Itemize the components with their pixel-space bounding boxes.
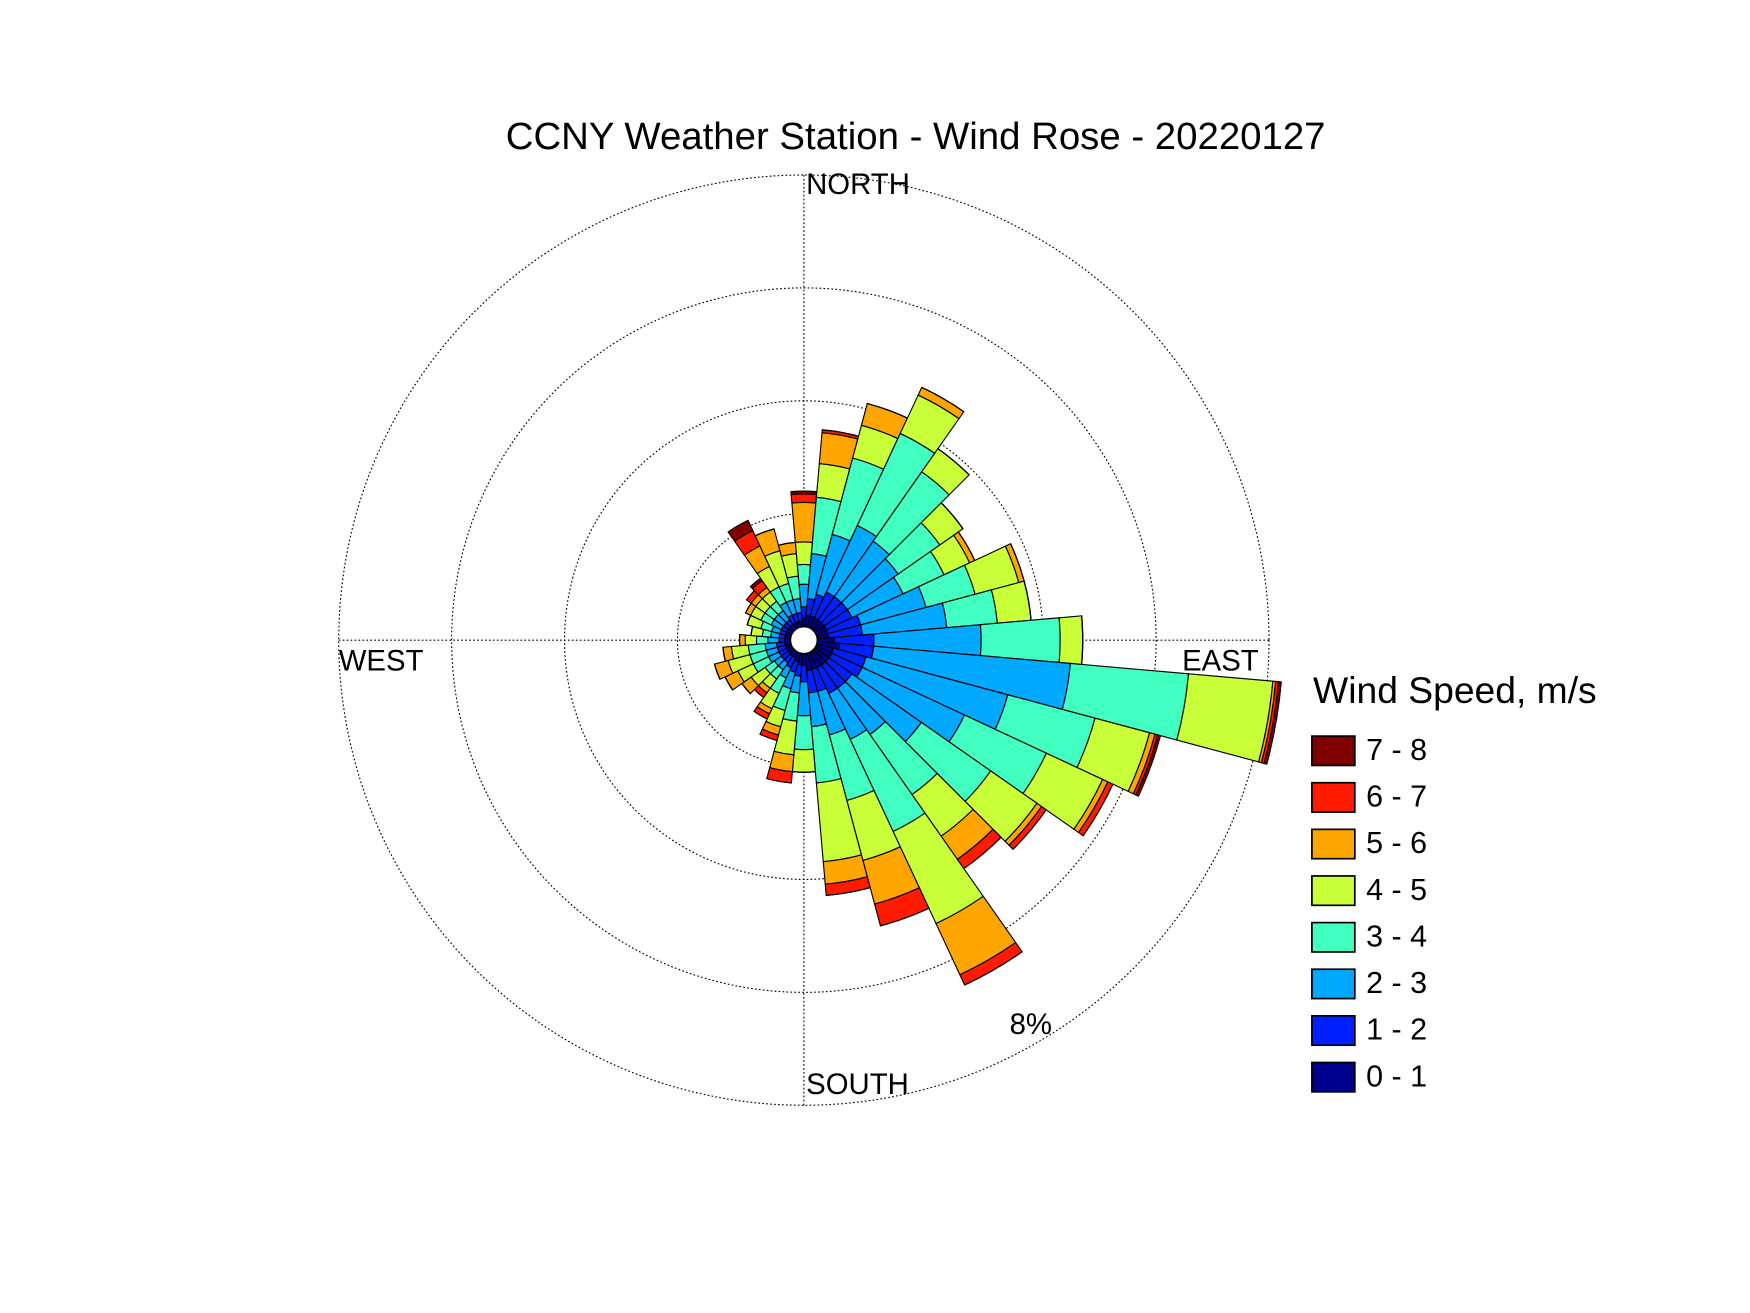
legend-swatch <box>1311 921 1356 953</box>
direction-label: NORTH <box>806 168 910 201</box>
wind-segment <box>790 490 818 496</box>
center-hole <box>789 625 819 655</box>
wind-segment <box>791 501 817 543</box>
rose <box>713 386 1282 986</box>
wind-segment <box>1082 783 1114 837</box>
wind-segment <box>766 778 792 784</box>
wind-segment <box>790 493 818 504</box>
legend-label: 6 - 7 <box>1366 780 1427 814</box>
legend-swatch <box>1311 968 1356 1000</box>
wind-segment <box>1058 615 1084 666</box>
r-tick-label: 8% <box>1010 1008 1052 1041</box>
wind-segment <box>937 448 970 476</box>
legend-swatch <box>1311 875 1356 907</box>
legend-title: Wind Speed, m/s <box>1313 669 1597 711</box>
wind-segment <box>1135 734 1162 797</box>
legend-label: 2 - 3 <box>1366 966 1427 1000</box>
wind-segment <box>744 634 758 646</box>
direction-label: SOUTH <box>806 1068 909 1101</box>
legend-label: 1 - 2 <box>1366 1013 1427 1047</box>
wind-segment <box>727 519 754 542</box>
direction-label: EAST <box>1182 644 1259 677</box>
legend-swatch <box>1311 1015 1356 1047</box>
wind-segment <box>979 617 1061 664</box>
wind-segment <box>754 528 775 537</box>
legend-label: 7 - 8 <box>1366 733 1427 767</box>
chart-title: CCNY Weather Station - Wind Rose - 20220… <box>506 115 1326 158</box>
legend-label: 0 - 1 <box>1366 1059 1427 1093</box>
grid-ring <box>451 287 1157 993</box>
wind-segment <box>794 541 814 566</box>
legend-swatch <box>1311 781 1356 813</box>
legend-swatch <box>1311 1061 1356 1093</box>
wind-segment <box>940 502 964 530</box>
wind-segment <box>792 771 816 773</box>
wind-segment <box>1176 673 1274 763</box>
legend-swatch <box>1311 735 1356 767</box>
direction-label: WEST <box>339 644 424 677</box>
wind-segment <box>1263 681 1282 765</box>
wind-segment <box>921 386 965 413</box>
wind-segment <box>753 710 768 720</box>
wind-segment <box>738 633 747 647</box>
legend-label: 5 - 6 <box>1366 826 1427 860</box>
legend-label: 3 - 4 <box>1366 919 1427 953</box>
grid-ring <box>338 174 1270 1106</box>
legend-label: 4 - 5 <box>1366 873 1427 907</box>
wind-segment <box>880 907 930 927</box>
wind-segment <box>1012 809 1047 850</box>
wind-segment <box>791 748 816 773</box>
wind-segment <box>778 541 796 546</box>
legend-swatch <box>1311 828 1356 860</box>
